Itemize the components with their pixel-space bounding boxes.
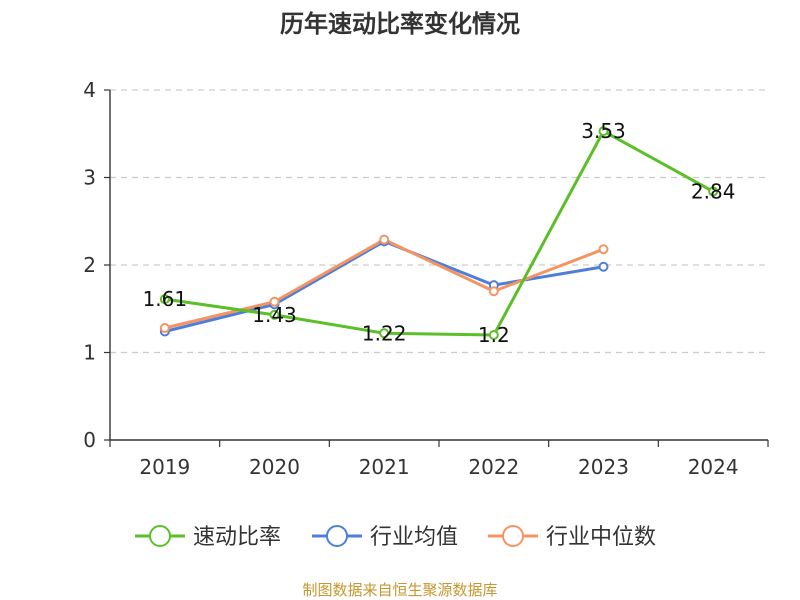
data-label: 3.53 (581, 119, 626, 143)
legend-marker (502, 525, 524, 547)
chart-title: 历年速动比率变化情况 (280, 10, 520, 38)
legend-item: 行业均值 (312, 525, 458, 550)
data-point (598, 126, 609, 137)
data-point (269, 296, 280, 307)
series-line-0 (163, 129, 715, 337)
data-label: 1.61 (143, 287, 188, 311)
legend-item: 行业中位数 (488, 525, 656, 550)
data-point (159, 323, 170, 333)
data-label: 2.84 (691, 180, 736, 204)
legend-marker (326, 525, 348, 547)
legend: 速动比率 行业均值 行业中位数 (135, 525, 656, 550)
data-label: 1.43 (252, 303, 297, 327)
data-point (379, 234, 390, 245)
data-point (379, 328, 390, 339)
series-lines (163, 129, 715, 337)
x-tick-label: 2021 (359, 455, 410, 479)
legend-label: 行业中位数 (546, 525, 656, 550)
x-tick-label: 2024 (688, 455, 739, 479)
legend-item: 速动比率 (135, 525, 281, 550)
data-point (488, 286, 499, 297)
data-point (598, 244, 609, 255)
data-labels: 1.61 1.43 1.22 1.2 3.53 2.84 (143, 119, 736, 347)
x-tick-label: 2020 (249, 455, 300, 479)
y-tick-label: 0 (83, 428, 96, 452)
data-point (159, 294, 170, 305)
y-tick-label: 1 (83, 341, 96, 365)
data-point (708, 186, 719, 197)
data-label: 1.22 (362, 321, 407, 345)
series-points (159, 126, 719, 340)
grid-lines (110, 89, 768, 354)
data-point (269, 309, 280, 320)
data-label: 1.2 (478, 323, 510, 347)
source-note: 制图数据来自恒生聚源数据库 (302, 581, 497, 599)
y-tick-label: 4 (83, 78, 96, 102)
legend-label: 速动比率 (193, 525, 281, 550)
axes: 0 1 2 3 4 2019 2020 2021 2022 2023 2024 (83, 78, 769, 479)
y-tick-label: 2 (83, 253, 96, 277)
x-tick-label: 2023 (578, 455, 629, 479)
data-point (598, 261, 609, 272)
x-tick-label: 2022 (468, 455, 519, 479)
legend-marker (149, 525, 171, 547)
legend-label: 行业均值 (370, 525, 458, 550)
data-point (488, 330, 499, 340)
x-tick-label: 2019 (139, 455, 190, 479)
y-tick-label: 3 (83, 166, 96, 190)
